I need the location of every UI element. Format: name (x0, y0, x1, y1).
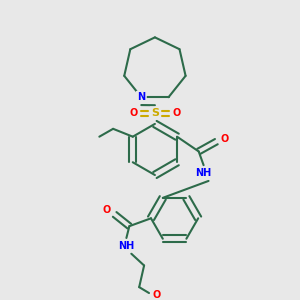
Text: O: O (103, 206, 111, 215)
Text: O: O (220, 134, 228, 144)
Text: NH: NH (118, 241, 134, 251)
Text: S: S (151, 108, 159, 118)
Text: NH: NH (196, 168, 212, 178)
Text: O: O (172, 108, 181, 118)
Text: N: N (137, 92, 145, 102)
Text: O: O (129, 108, 137, 118)
Text: O: O (153, 290, 161, 300)
